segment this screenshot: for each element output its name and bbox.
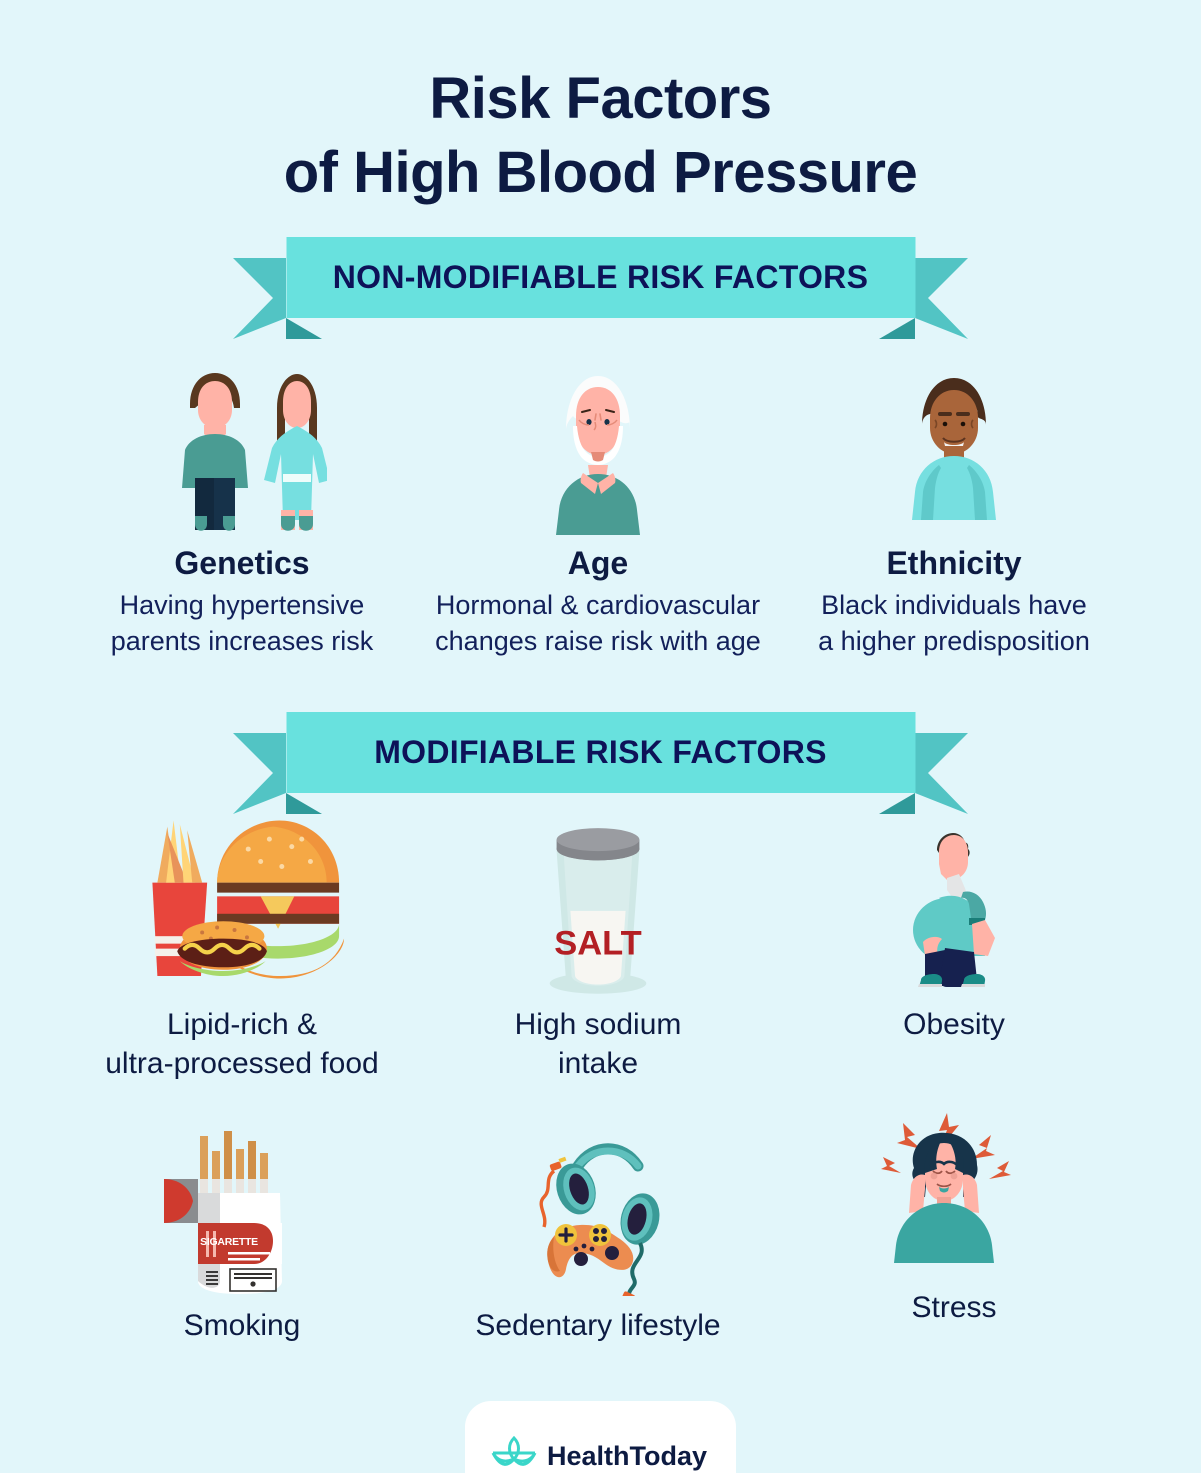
svg-text:SIGARETTE: SIGARETTE	[200, 1236, 258, 1248]
svg-text:SALT: SALT	[554, 925, 642, 963]
